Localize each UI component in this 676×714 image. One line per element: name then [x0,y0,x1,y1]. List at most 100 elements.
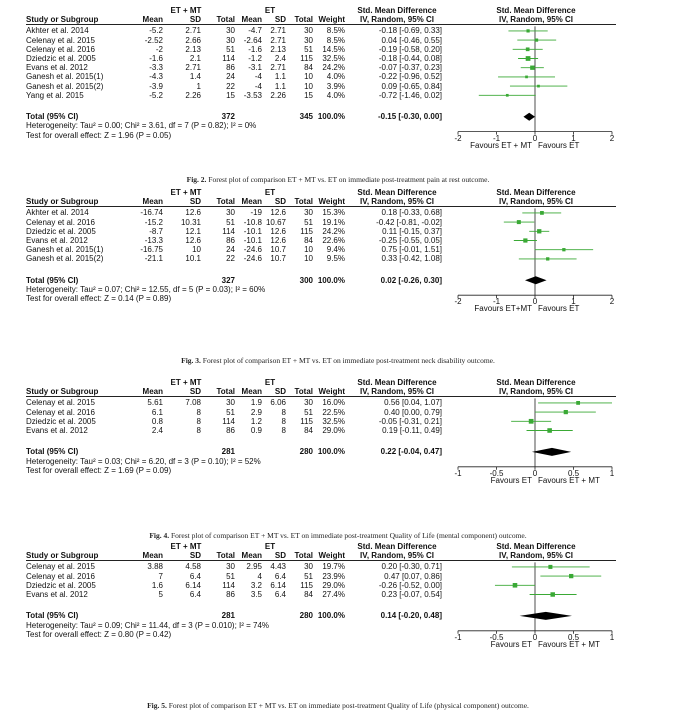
sd1-column-header: SD [189,197,201,207]
table-row-mean2: 1.2 [250,416,262,426]
mean1-column-header: Mean [142,387,163,397]
table-row-sd1: 12.6 [185,208,201,218]
table-row-weight: 16.0% [322,398,345,408]
table-row-ci: -0.25 [-0.55, 0.05] [378,236,442,245]
sd2-column-header: SD [274,387,286,397]
table-row-total2: 84 [304,63,313,73]
table-row-mean2: 4 [257,571,262,581]
table-row-mean1: -16.75 [140,245,163,255]
total-label: Total (95% CI) [26,275,79,285]
total-weight: 100.0% [317,611,345,621]
table-row-ci: 0.04 [-0.46, 0.55] [381,35,443,45]
plot-subheader: IV, Random, 95% CI [499,551,573,561]
table-row-total1: 51 [226,407,235,417]
total-weight: 100.0% [317,447,345,457]
table-row-weight: 27.4% [322,590,345,599]
weight-column-header: Weight [318,551,345,561]
figure-caption-text: Forest plot of comparison ET + MT vs. ET… [168,701,529,710]
favours-right-label: Favours ET + MT [538,639,600,649]
table-row-ci: -0.18 [-0.69, 0.33] [378,26,442,36]
table-row-mean1: -5.2 [149,90,163,100]
effect-subheader: IV, Random, 95% CI [360,197,434,207]
x-axis-tick-label: -1 [454,468,462,478]
x-axis-tick-label: -1 [492,133,501,143]
table-row-ci: 0.75 [-0.01, 1.51] [381,245,443,255]
plot-subheader: IV, Random, 95% CI [499,387,573,397]
x-axis-tick-label: 0 [532,468,538,478]
effect-header: Std. Mean Difference [357,542,437,551]
table-row-sd2: 10.7 [270,245,286,255]
table-row-mean1: -5.2 [149,26,163,36]
study-marker [537,84,540,88]
table-row-sd1: 2.71 [185,63,201,73]
table-row-weight: 4.0% [326,90,345,100]
sd1-column-header: SD [189,15,201,25]
group1-header: ET + MT [170,378,202,387]
table-row-weight: 32.5% [322,54,345,63]
table-row-ci: 0.19 [-0.11, 0.49] [382,426,442,435]
favours-right-label: Favours ET + MT [538,475,600,485]
figure-caption-text: Forest plot of comparison ET + MT vs. ET… [202,356,495,365]
total1-value: 281 [221,611,235,621]
table-row-total1: 114 [222,226,235,236]
header-rule [26,24,616,26]
table-row-weight: 29.0% [322,426,345,435]
x-axis-tick-label: 2 [609,133,615,143]
table-row-mean1: 5 [158,590,163,599]
table-row-sd1: 1 [196,81,201,91]
x-axis-tick-label: -2 [454,297,462,307]
table-row-sd2: 1.1 [274,72,286,82]
plot-header: Std. Mean Difference [496,188,576,197]
x-axis-tick-label: 0 [532,297,538,307]
table-row-mean2: -10.1 [243,236,262,245]
table-row-study: Yang et al. 2015 [26,90,84,100]
table-row-study: Dziedzic et al. 2005 [26,226,96,236]
total2-column-header: Total [294,15,313,25]
table-row-total2: 30 [304,26,313,36]
x-axis-tick-label: 0 [532,133,538,143]
favours-left-label: Favours ET + MT [470,140,532,150]
pooled-diamond [531,447,572,456]
table-row-mean2: 1.9 [250,398,262,408]
study-marker [530,65,535,70]
table-row-weight: 29.0% [322,580,345,590]
table-row-ci: 0.33 [-0.42, 1.08] [381,254,443,264]
table-row-mean1: 5.61 [147,398,163,408]
figure-caption-label: Fig. 3. [181,356,201,365]
x-axis-tick-label: 1 [571,133,576,143]
study-column-header: Study or Subgroup [26,197,99,207]
pooled-diamond [519,611,572,620]
x-axis-tick-label: 1 [609,468,615,478]
total2-value: 280 [299,447,313,457]
table-row-total1: 22 [226,81,235,91]
table-row-study: Akhter et al. 2014 [26,208,89,218]
study-marker [525,75,528,79]
table-row-mean2: -1.6 [248,44,262,54]
table-row-sd2: 10.7 [270,254,286,264]
total-label: Total (95% CI) [26,112,79,122]
study-marker [516,220,521,225]
table-row-total1: 30 [226,398,235,408]
group1-header: ET + MT [170,188,202,197]
table-row-sd2: 10.67 [265,217,286,227]
table-row-ci: 0.23 [-0.07, 0.54] [381,590,443,599]
sd1-column-header: SD [189,387,201,397]
mean1-column-header: Mean [142,197,163,207]
table-row-sd2: 2.71 [270,26,286,36]
table-row-sd1: 8 [196,416,201,426]
table-row-total1: 22 [226,254,235,264]
x-axis-tick-label: 0.5 [567,632,580,642]
favours-left-label: Favours ET [490,475,532,485]
mean2-column-header: Mean [241,15,262,25]
plot-subheader: IV, Random, 95% CI [499,15,573,25]
table-row-sd1: 8 [196,407,201,417]
table-row-sd2: 8 [281,426,286,435]
table-row-weight: 22.6% [322,236,345,245]
table-row-study: Celenay et al. 2015 [26,398,95,408]
table-row-sd1: 6.14 [185,580,201,590]
table-row-mean2: 3.2 [250,580,262,590]
table-row-sd2: 6.4 [274,590,286,599]
table-row-mean1: -3.3 [149,63,163,73]
table-row-mean2: -4 [254,72,262,82]
total1-column-header: Total [216,15,235,25]
